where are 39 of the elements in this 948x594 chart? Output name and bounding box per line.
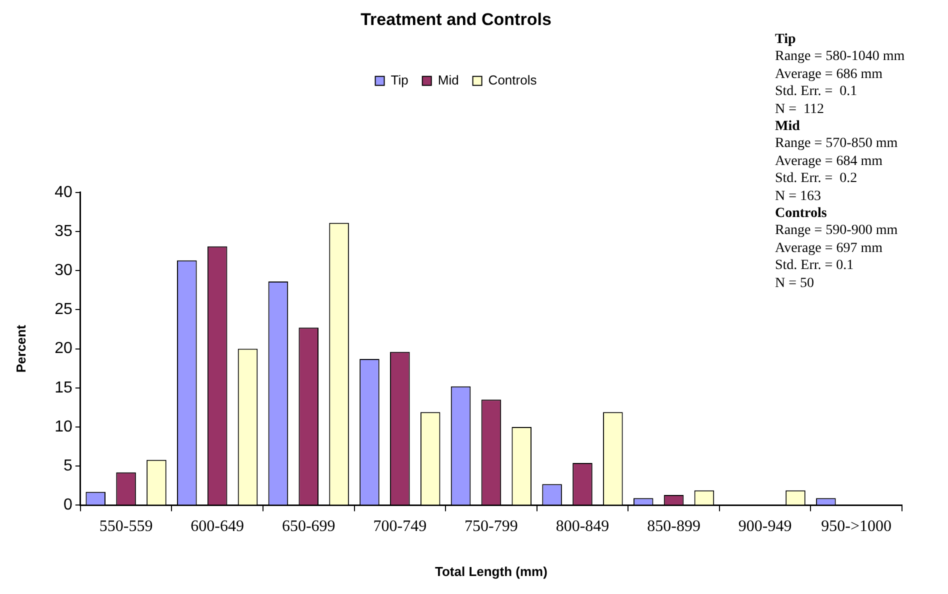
x-tick-label: 950->1000 <box>821 518 892 536</box>
text: N = 112 <box>775 100 825 118</box>
x-tick-label: 550-559 <box>99 518 153 536</box>
annotation: Std. Err. = 0.1 <box>775 257 855 275</box>
y-tick-label: 0 <box>63 496 72 514</box>
annotation: Controls <box>775 205 828 222</box>
y-tick-label: 15 <box>54 379 72 396</box>
text: Average = 684 mm <box>775 152 884 170</box>
y-tick-label: 20 <box>54 340 72 358</box>
text: Average = 686 mm <box>775 66 884 84</box>
x-tick-label: 800-849 <box>556 518 610 536</box>
annotation: Average = 697 mm <box>775 240 884 258</box>
y-axis-title: Percent <box>13 324 28 373</box>
x-tick-label: 700-749 <box>373 518 427 536</box>
y-tick-label: 40 <box>54 184 72 201</box>
text: Range = 580-1040 mm <box>775 48 905 66</box>
x-tick-label: 850-899 <box>647 518 700 536</box>
x-tick-label: 900-949 <box>738 518 792 536</box>
y-tick-label: 30 <box>54 262 72 280</box>
x-tick-label: 600-649 <box>190 518 244 536</box>
annotation: N = 163 <box>775 188 822 206</box>
annotation: Range = 590-900 mm <box>775 222 899 240</box>
text: Std. Err. = 0.2 <box>775 170 858 188</box>
legend-label: Controls <box>488 72 538 88</box>
legend-label: Tip <box>390 72 408 88</box>
text: Std. Err. = 0.1 <box>775 83 858 101</box>
legend-label: Mid <box>438 72 459 88</box>
y-tick-label: 35 <box>54 222 72 240</box>
x-axis-title: Total Length (mm) <box>434 564 548 579</box>
y-tick-label: 5 <box>63 458 72 475</box>
annotation: N = 50 <box>775 274 816 292</box>
y-tick-label: 25 <box>54 301 72 318</box>
text: Tip <box>775 31 797 48</box>
y-tick-label: 10 <box>54 418 72 436</box>
text: Range = 570-850 mm <box>775 135 899 153</box>
text: Mid <box>775 118 801 136</box>
chart-title: Treatment and Controls <box>360 10 552 29</box>
x-tick-label: 750-799 <box>464 518 518 536</box>
x-tick-label: 650-699 <box>282 518 336 536</box>
